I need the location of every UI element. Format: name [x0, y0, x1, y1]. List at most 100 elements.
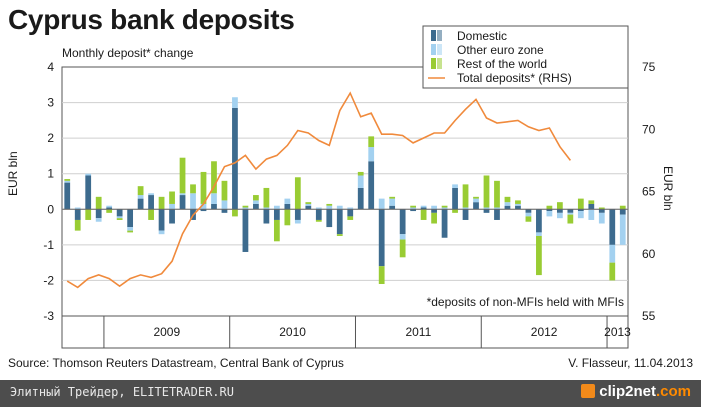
- bar-segment: [294, 219, 301, 224]
- bar-segment: [127, 209, 134, 228]
- bar-segment: [609, 209, 616, 245]
- bar-segment: [64, 180, 71, 183]
- bar-segment: [536, 209, 542, 233]
- right-tick-label: 75: [642, 60, 656, 74]
- bar-segment: [169, 209, 175, 224]
- bar-segment: [169, 191, 175, 204]
- bar-segment: [598, 209, 605, 213]
- legend-swatch: [431, 44, 436, 55]
- bar-segment: [588, 203, 595, 210]
- left-tick-label: -1: [43, 238, 54, 252]
- bar-segment: [598, 212, 605, 224]
- bar-segment: [116, 209, 123, 217]
- left-tick-label: 1: [47, 167, 54, 181]
- right-axis-label: EUR bln: [661, 166, 675, 211]
- bar-segment: [137, 195, 144, 199]
- bar-segment: [232, 97, 238, 108]
- bar-segment: [483, 175, 490, 208]
- bar-segment: [179, 193, 186, 196]
- bar-segment: [431, 212, 437, 224]
- bar-segment: [567, 214, 574, 224]
- x-axis-band: [61, 315, 629, 349]
- bar-segment: [556, 202, 563, 210]
- bar-segment: [515, 205, 521, 210]
- bar-segment: [326, 205, 333, 210]
- clip2net-icon: [581, 384, 596, 398]
- bar-segment: [116, 218, 123, 220]
- bar-segment: [410, 205, 417, 208]
- bar-segment: [420, 209, 427, 220]
- bar-segment: [85, 173, 92, 176]
- bar-segment: [95, 196, 102, 210]
- bar-segment: [106, 209, 113, 213]
- bar-segment: [315, 219, 322, 222]
- bar-segment: [536, 232, 542, 236]
- bar-segment: [95, 209, 102, 219]
- bar-segment: [326, 209, 333, 228]
- left-axis-label: EUR bln: [6, 151, 20, 196]
- plot-area: [61, 66, 629, 317]
- bar-segment: [242, 205, 249, 208]
- bar-segment: [148, 193, 154, 196]
- bar-segment: [263, 207, 270, 210]
- bar-segment: [473, 198, 479, 203]
- legend-swatch: [437, 58, 442, 69]
- bar-segment: [389, 198, 396, 206]
- bar-segment: [347, 209, 354, 217]
- bar-segment: [263, 209, 270, 224]
- site-credit: Элитный Трейдер, ELITETRADER.RU: [10, 385, 234, 399]
- bar-segment: [305, 205, 312, 210]
- bar-segment: [378, 209, 385, 267]
- bar-segment: [452, 184, 458, 188]
- bar-segment: [609, 262, 616, 281]
- bar-segment: [158, 196, 165, 210]
- bar-segment: [515, 203, 521, 206]
- bar-segment: [106, 207, 113, 210]
- footnote: *deposits of non-MFIs held with MFIs: [427, 295, 624, 309]
- brand-name: clip2net: [599, 383, 656, 400]
- chart-subtitle: Monthly deposit* change: [62, 46, 194, 60]
- bar-segment: [389, 196, 396, 199]
- bar-segment: [441, 205, 448, 208]
- bar-segment: [64, 179, 71, 181]
- bar-segment: [399, 209, 406, 235]
- bar-segment: [556, 209, 563, 213]
- bar-segment: [619, 205, 626, 210]
- bar-segment: [232, 209, 238, 217]
- bar-segment: [368, 136, 375, 148]
- bar-segment: [577, 198, 584, 210]
- bar-segment: [74, 219, 81, 231]
- bar-segment: [242, 209, 249, 252]
- right-tick-label: 65: [642, 185, 656, 199]
- clip2net-logo[interactable]: clip2net.com: [581, 383, 691, 400]
- bar-segment: [179, 195, 186, 210]
- bar-segment: [158, 230, 165, 235]
- bar-segment: [378, 198, 385, 210]
- legend-box: [422, 25, 629, 89]
- bar-segment: [598, 207, 605, 210]
- right-tick-label: 55: [642, 309, 656, 323]
- bar-segment: [389, 205, 396, 210]
- total-deposits-line: [66, 91, 572, 289]
- bar-segment: [137, 198, 144, 210]
- bar-segment: [588, 209, 595, 220]
- bar-segment: [211, 161, 217, 194]
- legend-swatch: [437, 44, 442, 55]
- bar-segment: [284, 203, 291, 210]
- bar-segment: [190, 184, 196, 194]
- bar-segment: [137, 186, 144, 196]
- legend-label: Total deposits* (RHS): [457, 71, 572, 85]
- bar-segment: [577, 209, 584, 212]
- bar-segment: [504, 205, 511, 210]
- legend-label: Other euro zone: [457, 43, 544, 57]
- bar-segment: [273, 205, 280, 210]
- x-tick-label: 2010: [279, 325, 306, 339]
- bar-segment: [85, 209, 92, 220]
- bar-segment: [431, 205, 437, 210]
- bar-segment: [284, 209, 291, 226]
- bar-segment: [462, 209, 469, 220]
- bar-segment: [326, 203, 333, 206]
- bar-segment: [106, 205, 113, 208]
- legend-swatch: [431, 30, 436, 41]
